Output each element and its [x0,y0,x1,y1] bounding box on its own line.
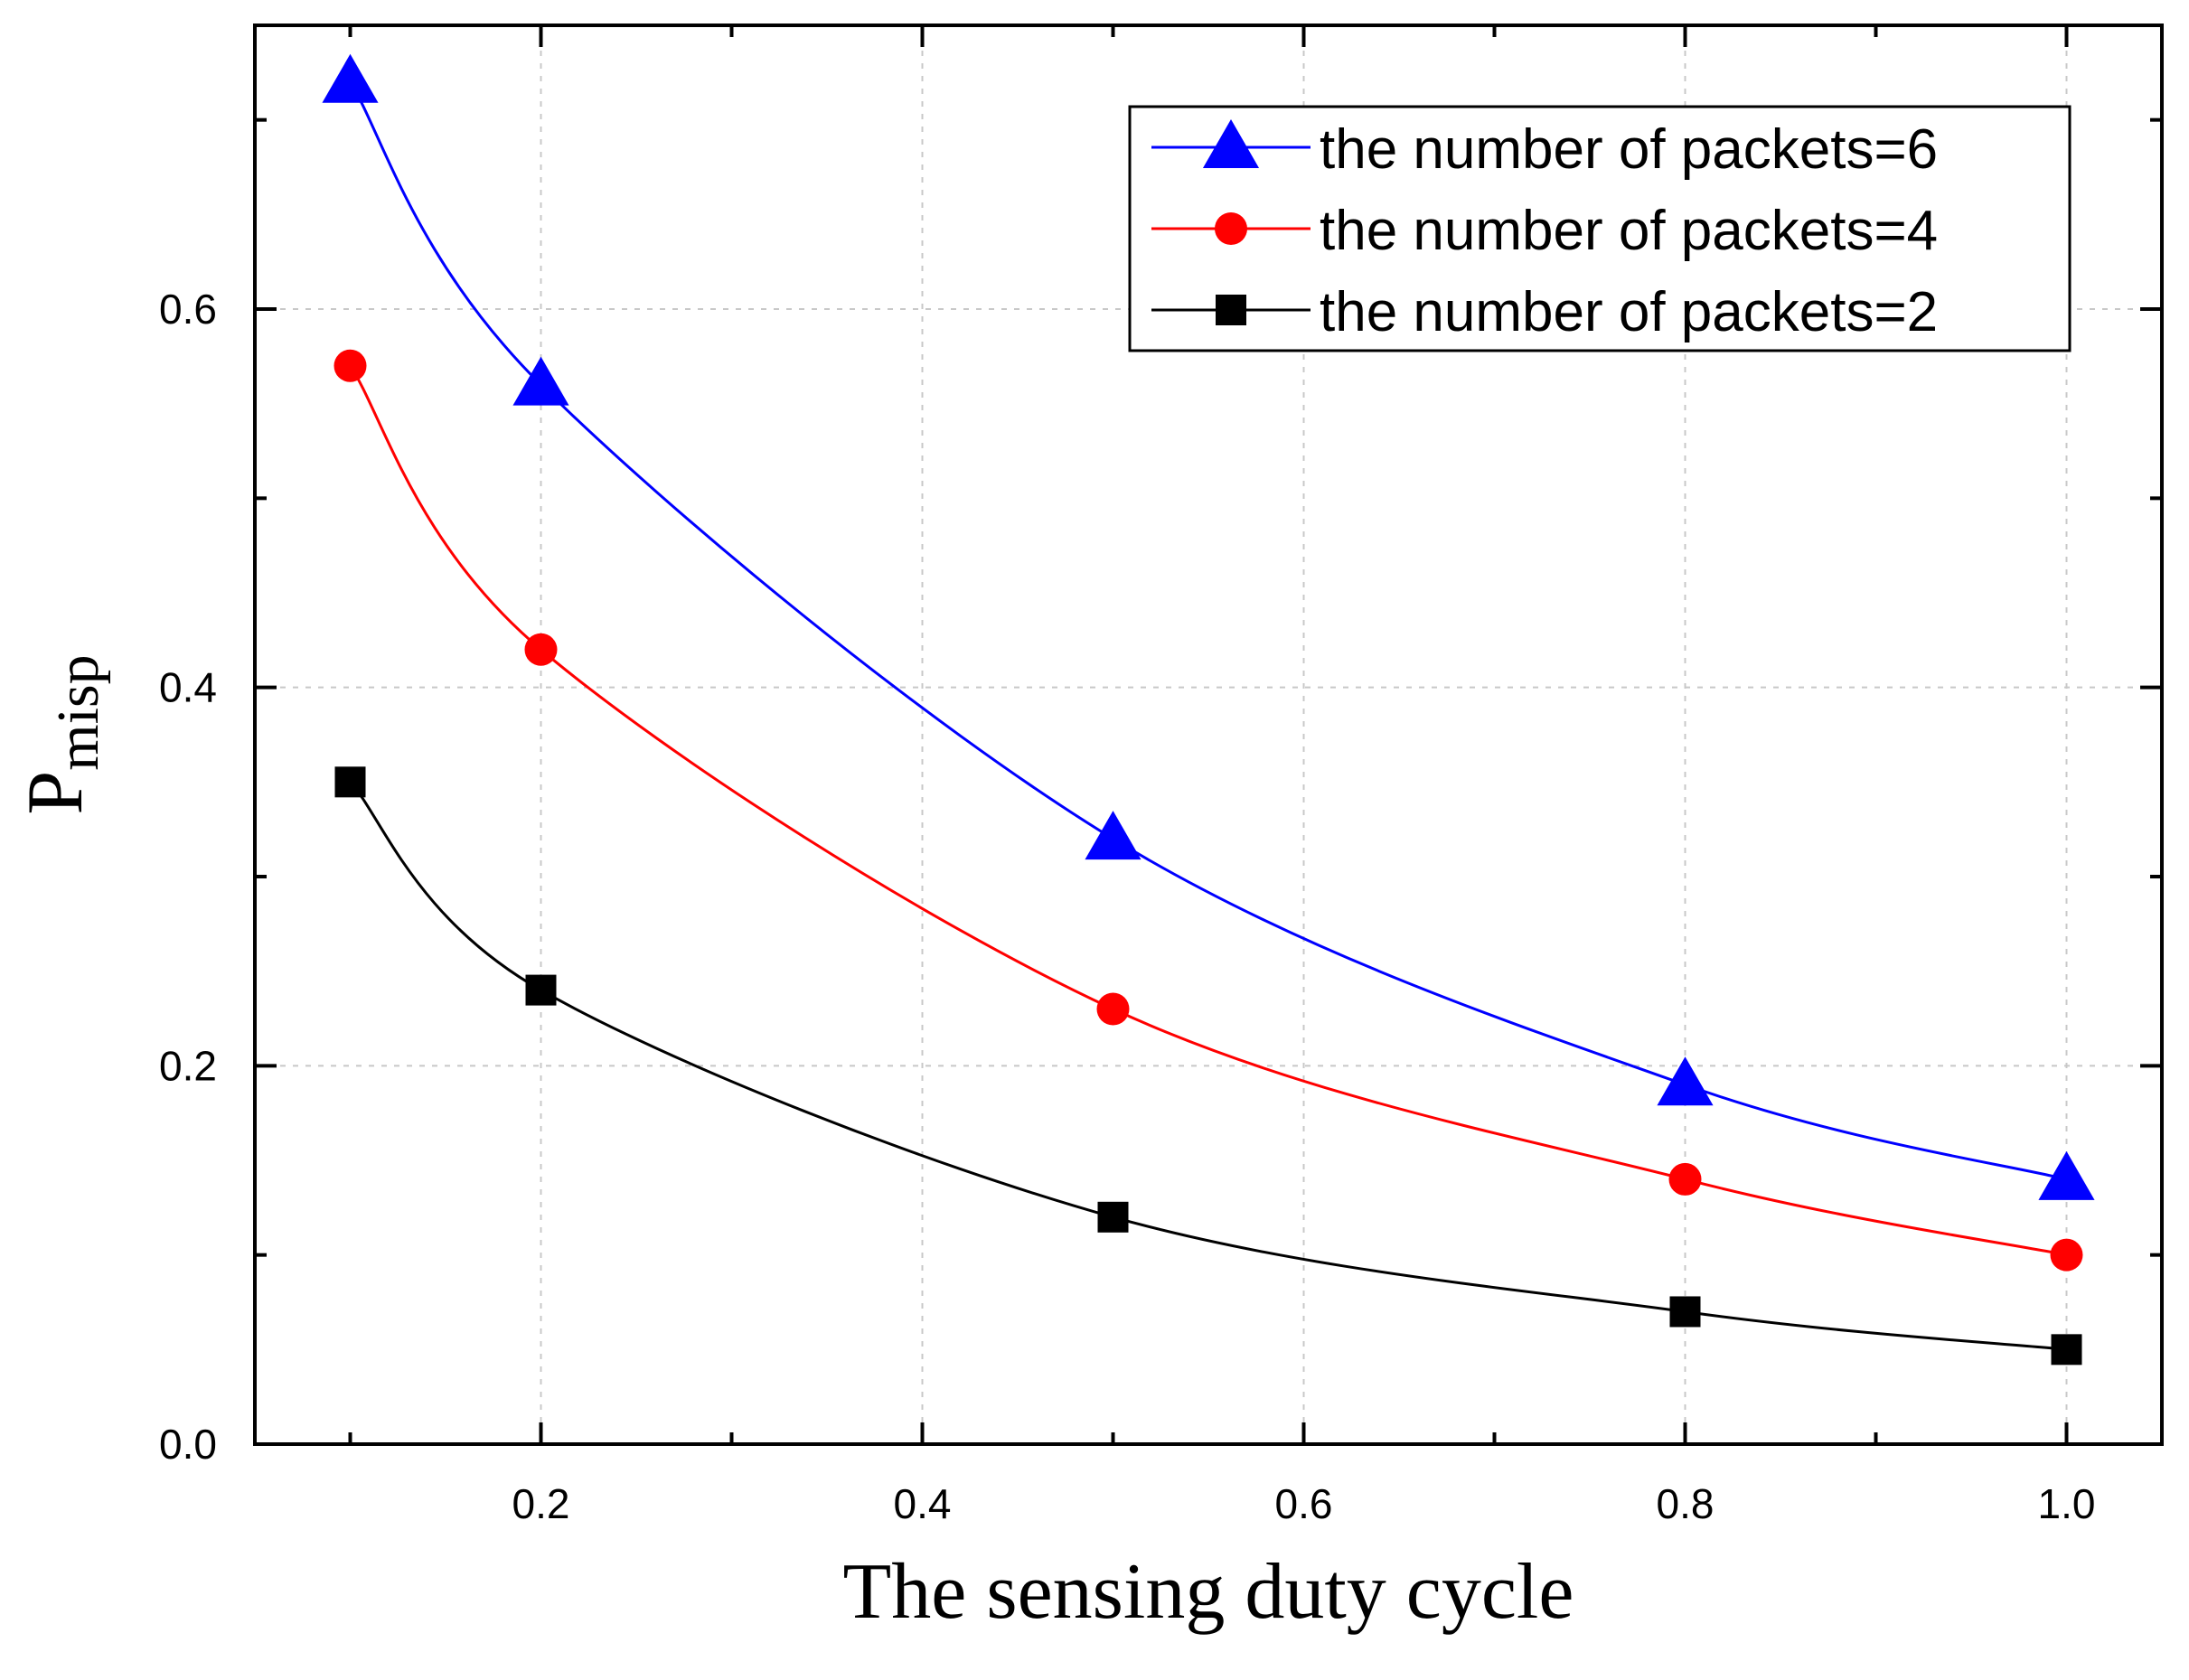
y-axis-label-subscript: misp [45,654,111,770]
data-point-circle [1668,1162,1702,1196]
data-point-square [525,974,557,1006]
series-markers [322,53,2095,1366]
x-tick-label: 0.2 [512,1480,570,1527]
plot-frame [253,23,2164,1446]
svg-text:Pmisp: Pmisp [12,654,111,814]
tick-labels: 0.2 0.4 0.6 0.8 1.0 0.0 0.2 0.4 0.6 [159,286,2095,1527]
data-point-circle [1096,992,1130,1026]
x-tick-label: 0.8 [1657,1480,1715,1527]
legend-marker-circle [1215,212,1247,245]
legend-marker-triangle [1202,118,1260,168]
legend-marker-square [1216,295,1246,325]
data-point-triangle [1085,811,1141,860]
x-tick-label: 1.0 [2038,1480,2096,1527]
data-point-triangle [512,356,569,406]
legend-label-1: the number of packets=4 [1320,200,1938,262]
data-point-triangle [322,53,379,103]
data-point-triangle [1657,1056,1714,1106]
data-point-square [2051,1334,2082,1366]
legend-label-0: the number of packets=6 [1320,118,1938,181]
y-axis-label-main: P [12,771,99,815]
y-tick-label: 0.0 [159,1421,217,1468]
y-tick-label: 0.6 [159,286,217,333]
x-tick-label: 0.4 [894,1480,952,1527]
data-point-triangle [2038,1150,2095,1200]
data-point-square [334,766,366,798]
data-point-square [1669,1296,1701,1328]
axis-ticks [255,25,2162,1446]
data-point-circle [334,349,367,382]
y-tick-label: 0.2 [159,1042,217,1089]
x-tick-label: 0.6 [1275,1480,1333,1527]
legend: the number of packets=6 the number of pac… [1128,105,2072,352]
legend-label-2: the number of packets=2 [1320,281,1938,343]
y-axis-label: Pmisp [12,654,111,814]
data-point-circle [2050,1238,2083,1272]
y-tick-label: 0.4 [159,664,217,711]
data-point-square [1097,1201,1129,1233]
data-point-circle [524,633,558,666]
x-axis-label: The sensing duty cycle [843,1548,1574,1636]
